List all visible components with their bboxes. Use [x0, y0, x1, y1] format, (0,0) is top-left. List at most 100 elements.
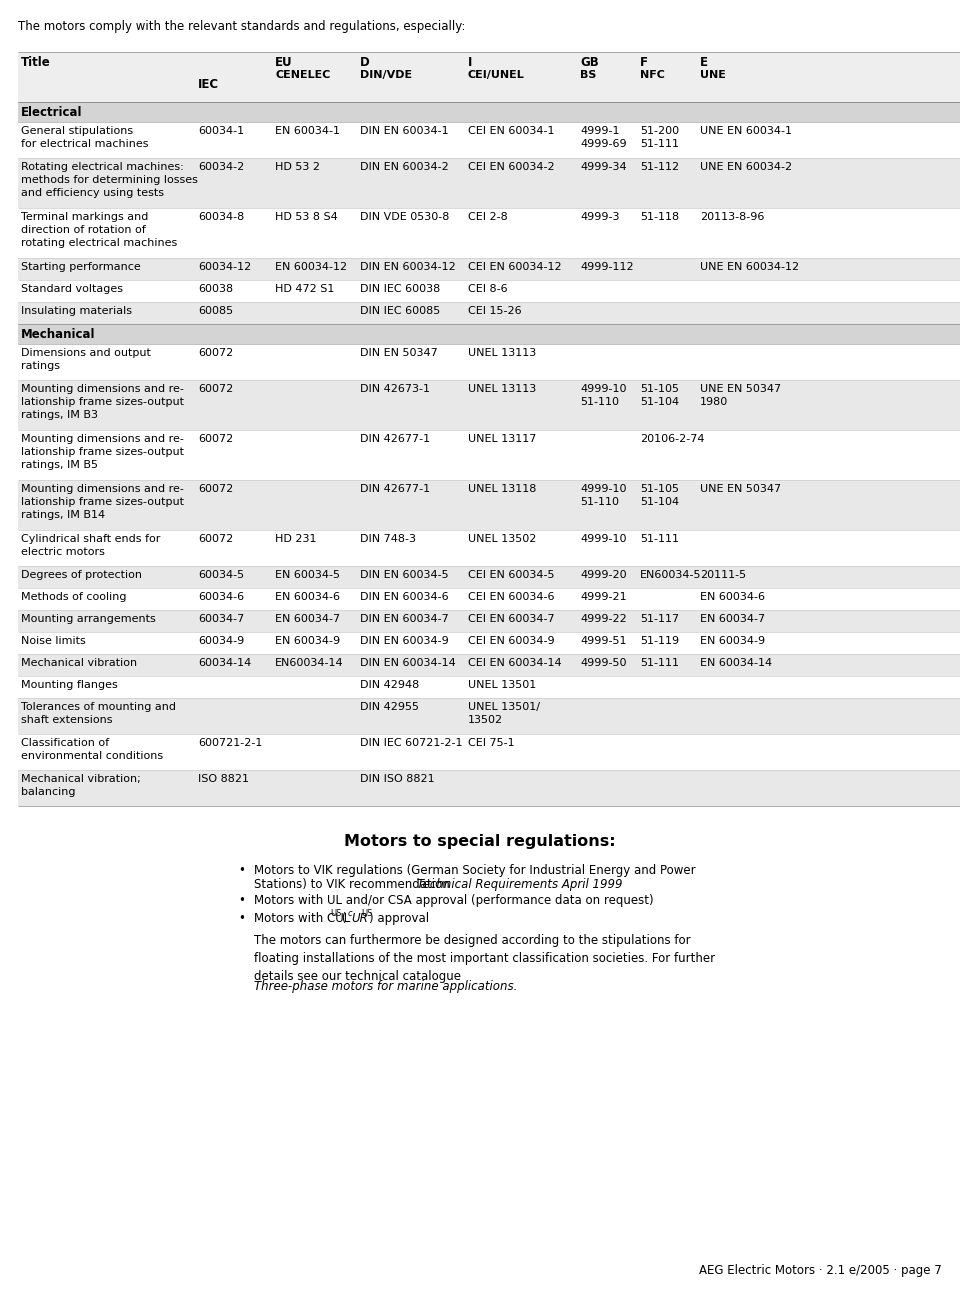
- Text: Electrical: Electrical: [21, 106, 83, 119]
- Text: Terminal markings and
direction of rotation of
rotating electrical machines: Terminal markings and direction of rotat…: [21, 211, 178, 249]
- Text: 4999-34: 4999-34: [580, 162, 627, 173]
- Text: DIN 42948: DIN 42948: [360, 680, 420, 690]
- Bar: [18, 770, 960, 805]
- Text: US: US: [362, 909, 373, 918]
- Text: EN 60034-5: EN 60034-5: [275, 569, 340, 580]
- Text: •: •: [238, 894, 245, 907]
- Text: 60034-1: 60034-1: [198, 126, 244, 136]
- Text: 60034-12: 60034-12: [198, 262, 252, 272]
- Text: DIN EN 60034-12: DIN EN 60034-12: [360, 262, 456, 272]
- Text: UNE EN 60034-12: UNE EN 60034-12: [700, 262, 799, 272]
- Text: 51-119: 51-119: [640, 636, 679, 646]
- Text: I: I: [468, 56, 472, 69]
- Text: Motors to VIK regulations (German Society for Industrial Energy and Power: Motors to VIK regulations (German Societ…: [254, 864, 696, 877]
- Text: CEI EN 60034-2: CEI EN 60034-2: [468, 162, 555, 173]
- Text: DIN EN 60034-14: DIN EN 60034-14: [360, 658, 456, 668]
- Bar: [18, 158, 960, 208]
- Text: 4999-51: 4999-51: [580, 636, 627, 646]
- Text: 4999-10
51-110: 4999-10 51-110: [580, 384, 627, 407]
- Text: 20111-5: 20111-5: [700, 569, 746, 580]
- Text: c: c: [348, 909, 352, 918]
- Text: Motors with UL and/or CSA approval (performance data on request): Motors with UL and/or CSA approval (perf…: [254, 894, 654, 907]
- Text: EN60034-5: EN60034-5: [640, 569, 702, 580]
- Text: EN 60034-7: EN 60034-7: [275, 613, 340, 624]
- Bar: [18, 102, 960, 122]
- Text: Technical Requirements April 1999: Technical Requirements April 1999: [418, 878, 623, 891]
- Text: CEI/UNEL: CEI/UNEL: [468, 70, 525, 80]
- Text: Title: Title: [21, 56, 51, 69]
- Text: 4999-21: 4999-21: [580, 591, 627, 602]
- Text: 60072: 60072: [198, 384, 233, 394]
- Text: HD 231: HD 231: [275, 534, 317, 543]
- Text: EN 60034-14: EN 60034-14: [700, 658, 772, 668]
- Bar: [18, 632, 960, 654]
- Text: Three-phase motors for marine applications.: Three-phase motors for marine applicatio…: [254, 981, 517, 994]
- Text: DIN EN 60034-2: DIN EN 60034-2: [360, 162, 448, 173]
- Text: DIN IEC 60038: DIN IEC 60038: [360, 284, 441, 294]
- Text: CEI EN 60034-12: CEI EN 60034-12: [468, 262, 562, 272]
- Text: DIN EN 60034-9: DIN EN 60034-9: [360, 636, 448, 646]
- Bar: [18, 52, 960, 102]
- Bar: [18, 734, 960, 770]
- Text: CEI 15-26: CEI 15-26: [468, 306, 521, 316]
- Text: Standard voltages: Standard voltages: [21, 284, 123, 294]
- Text: UNE EN 50347: UNE EN 50347: [700, 484, 781, 494]
- Bar: [18, 344, 960, 380]
- Text: Degrees of protection: Degrees of protection: [21, 569, 142, 580]
- Text: CEI EN 60034-5: CEI EN 60034-5: [468, 569, 555, 580]
- Text: 60034-2: 60034-2: [198, 162, 244, 173]
- Text: DIN EN 50347: DIN EN 50347: [360, 348, 438, 358]
- Text: 60072: 60072: [198, 534, 233, 543]
- Text: HD 53 8 S4: HD 53 8 S4: [275, 211, 338, 222]
- Bar: [18, 324, 960, 344]
- Text: CEI EN 60034-14: CEI EN 60034-14: [468, 658, 562, 668]
- Bar: [18, 676, 960, 698]
- Text: 4999-22: 4999-22: [580, 613, 627, 624]
- Text: 4999-20: 4999-20: [580, 569, 627, 580]
- Bar: [18, 380, 960, 431]
- Text: 60072: 60072: [198, 484, 233, 494]
- Bar: [18, 610, 960, 632]
- Text: Starting performance: Starting performance: [21, 262, 141, 272]
- Bar: [18, 122, 960, 158]
- Text: 4999-50: 4999-50: [580, 658, 627, 668]
- Text: CEI EN 60034-9: CEI EN 60034-9: [468, 636, 555, 646]
- Text: EN 60034-1: EN 60034-1: [275, 126, 340, 136]
- Text: 4999-3: 4999-3: [580, 211, 619, 222]
- Bar: [18, 208, 960, 258]
- Text: HD 53 2: HD 53 2: [275, 162, 320, 173]
- Text: Mounting dimensions and re-
lationship frame sizes-output
ratings, IM B3: Mounting dimensions and re- lationship f…: [21, 384, 184, 420]
- Text: EN 60034-6: EN 60034-6: [275, 591, 340, 602]
- Text: 4999-1
4999-69: 4999-1 4999-69: [580, 126, 627, 149]
- Text: DIN EN 60034-6: DIN EN 60034-6: [360, 591, 448, 602]
- Text: 51-111: 51-111: [640, 658, 679, 668]
- Text: DIN 42673-1: DIN 42673-1: [360, 384, 430, 394]
- Text: DIN IEC 60085: DIN IEC 60085: [360, 306, 441, 316]
- Text: D: D: [360, 56, 370, 69]
- Text: 60072: 60072: [198, 434, 233, 444]
- Text: 60034-9: 60034-9: [198, 636, 244, 646]
- Text: The motors comply with the relevant standards and regulations, especially:: The motors comply with the relevant stan…: [18, 19, 466, 32]
- Text: Motors with CUL: Motors with CUL: [254, 912, 350, 925]
- Text: 60034-8: 60034-8: [198, 211, 244, 222]
- Text: EN 60034-9: EN 60034-9: [700, 636, 765, 646]
- Text: DIN 42955: DIN 42955: [360, 702, 419, 712]
- Text: GB: GB: [580, 56, 599, 69]
- Text: DIN ISO 8821: DIN ISO 8821: [360, 774, 435, 783]
- Text: DIN EN 60034-1: DIN EN 60034-1: [360, 126, 448, 136]
- Text: Mechanical vibration: Mechanical vibration: [21, 658, 137, 668]
- Text: CEI 75-1: CEI 75-1: [468, 738, 515, 748]
- Text: Insulating materials: Insulating materials: [21, 306, 132, 316]
- Text: 4999-10
51-110: 4999-10 51-110: [580, 484, 627, 507]
- Text: UR: UR: [351, 912, 369, 925]
- Text: DIN VDE 0530-8: DIN VDE 0530-8: [360, 211, 449, 222]
- Text: UNEL 13501: UNEL 13501: [468, 680, 537, 690]
- Text: Mounting flanges: Mounting flanges: [21, 680, 118, 690]
- Text: •: •: [238, 912, 245, 925]
- Text: UNE EN 60034-2: UNE EN 60034-2: [700, 162, 792, 173]
- Text: EU: EU: [275, 56, 293, 69]
- Text: ) approval: ) approval: [369, 912, 429, 925]
- Text: 60034-14: 60034-14: [198, 658, 252, 668]
- Text: UNEL 13501/
13502: UNEL 13501/ 13502: [468, 702, 540, 725]
- Bar: [18, 530, 960, 565]
